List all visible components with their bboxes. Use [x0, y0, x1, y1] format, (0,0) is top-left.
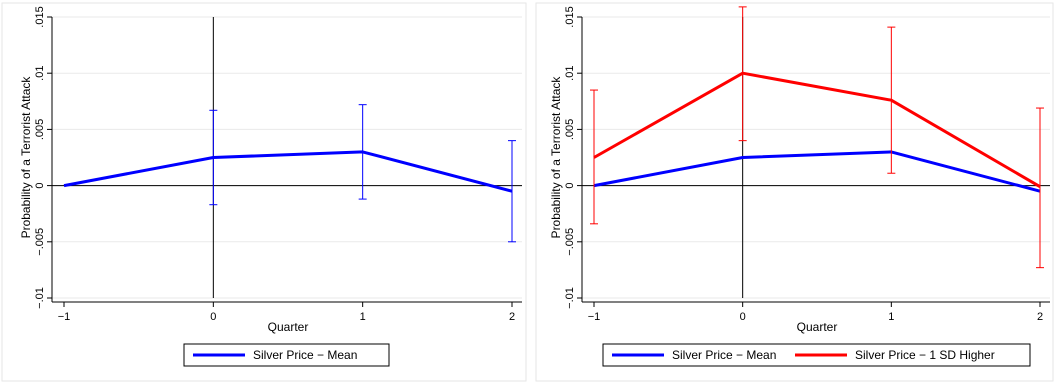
y-tick-label: −.01 — [564, 287, 576, 309]
y-tick-label: .01 — [34, 66, 46, 81]
series-1 — [593, 150, 1041, 193]
y-tick-label: −.005 — [34, 228, 46, 256]
legend: Silver Price − Mean — [183, 343, 390, 367]
x-axis-title: Quarter — [797, 320, 838, 334]
legend-label: Silver Price − Mean — [253, 348, 357, 362]
x-tick-label: 1 — [360, 311, 366, 323]
chart-panel-2: −.01 −.005 0 .005 .01 .015 −1 0 1 2 Quarter Probabi… — [535, 2, 1054, 382]
legend-label: Silver Price − 1 SD Higher — [855, 348, 995, 362]
y-tick-label: .015 — [34, 6, 46, 27]
series-line — [593, 71, 1041, 188]
x-tick-label: 0 — [210, 311, 216, 323]
series-line — [593, 150, 1041, 193]
y-tick-label: .015 — [564, 6, 576, 27]
y-tick-label: 0 — [34, 183, 46, 189]
legend-box — [183, 343, 390, 367]
y-tick-label: 0 — [564, 183, 576, 189]
legend-label: Silver Price − Mean — [672, 348, 776, 362]
y-tick-label: .01 — [564, 66, 576, 81]
y-tick-label: −.01 — [34, 287, 46, 309]
y-tick-label: −.005 — [564, 228, 576, 256]
y-tick-label: .005 — [564, 119, 576, 140]
chart-frame — [535, 2, 1054, 382]
series-line — [63, 150, 513, 193]
x-axis-title: Quarter — [268, 320, 309, 334]
x-tick-label: 1 — [888, 311, 894, 323]
x-tick-label: −1 — [588, 311, 601, 323]
chart-panel-1: −.01 −.005 0 .005 .01 .015 −1 0 1 2 Quarter Probabi… — [1, 2, 527, 382]
chart-frame — [1, 2, 527, 382]
y-tick-label: .005 — [34, 119, 46, 140]
legend: Silver Price − Mean Silver Price − 1 SD H… — [602, 343, 1031, 367]
series-2 — [590, 6, 1044, 269]
x-tick-label: 2 — [509, 311, 515, 323]
x-tick-label: 0 — [740, 311, 746, 323]
y-axis-title: Probability of a Terrorist Attack — [549, 76, 563, 239]
x-tick-label: 2 — [1037, 311, 1043, 323]
y-axis-title: Probability of a Terrorist Attack — [19, 76, 33, 239]
series-1 — [63, 104, 516, 243]
x-tick-label: −1 — [58, 311, 71, 323]
